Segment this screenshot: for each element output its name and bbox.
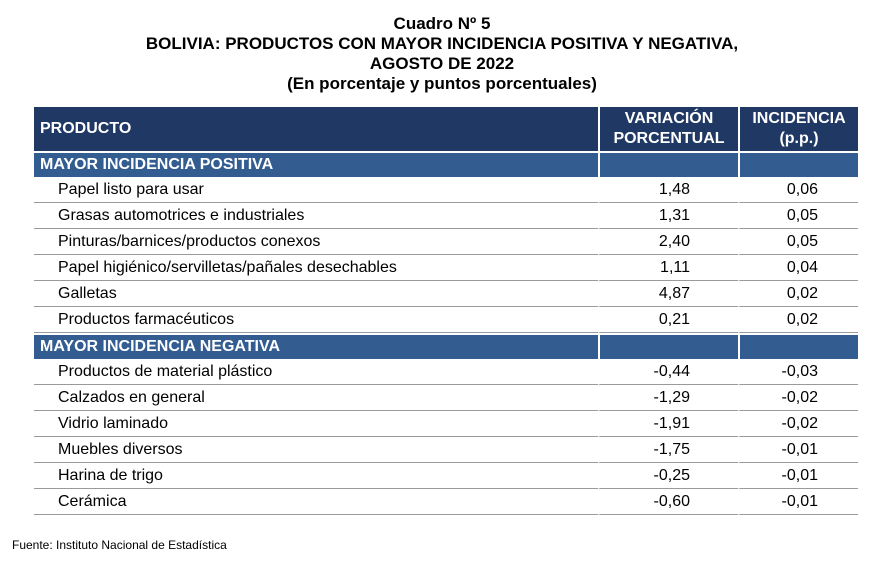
table-units: (En porcentaje y puntos porcentuales) — [287, 74, 597, 93]
cell-variacion: 2,40 — [598, 229, 738, 255]
table-row: Pinturas/barnices/productos conexos 2,40… — [34, 229, 858, 255]
cell-variacion: 0,21 — [598, 307, 738, 333]
table-row: Papel higiénico/servilletas/pañales dese… — [34, 255, 858, 281]
cell-producto: Cerámica — [34, 489, 598, 515]
cell-incidencia: 0,05 — [738, 229, 858, 255]
cell-incidencia: -0,02 — [738, 411, 858, 437]
table-title-date: AGOSTO DE 2022 — [369, 54, 515, 73]
cell-incidencia: -0,01 — [738, 437, 858, 463]
header-incidencia-line1: INCIDENCIA — [752, 110, 846, 127]
cell-producto: Galletas — [34, 281, 598, 307]
cell-producto: Pinturas/barnices/productos conexos — [34, 229, 598, 255]
cell-variacion: -1,91 — [598, 411, 738, 437]
section-negative-row: MAYOR INCIDENCIA NEGATIVA — [34, 333, 858, 359]
cell-variacion: -1,29 — [598, 385, 738, 411]
cell-variacion: 4,87 — [598, 281, 738, 307]
cell-variacion: 1,48 — [598, 177, 738, 203]
cell-incidencia: -0,01 — [738, 489, 858, 515]
header-variacion-line1: VARIACIÓN — [624, 110, 714, 127]
table-row: Grasas automotrices e industriales 1,31 … — [34, 203, 858, 229]
cell-producto: Vidrio laminado — [34, 411, 598, 437]
cell-incidencia: -0,02 — [738, 385, 858, 411]
section-label: MAYOR INCIDENCIA POSITIVA — [34, 151, 598, 177]
table-number: Cuadro Nº 5 — [393, 14, 491, 33]
header-producto: PRODUCTO — [34, 107, 598, 151]
cell-producto: Productos farmacéuticos — [34, 307, 598, 333]
header-variacion: VARIACIÓN PORCENTUAL — [598, 107, 738, 151]
cell-incidencia: 0,04 — [738, 255, 858, 281]
cell-incidencia: 0,05 — [738, 203, 858, 229]
table-title: BOLIVIA: PRODUCTOS CON MAYOR INCIDENCIA … — [145, 34, 739, 53]
cell-producto: Muebles diversos — [34, 437, 598, 463]
cell-incidencia: 0,02 — [738, 307, 858, 333]
cell-producto: Papel listo para usar — [34, 177, 598, 203]
table-row: Papel listo para usar 1,48 0,06 — [34, 177, 858, 203]
cell-incidencia: 0,02 — [738, 281, 858, 307]
table-row: Productos farmacéuticos 0,21 0,02 — [34, 307, 858, 333]
table-row: Cerámica -0,60 -0,01 — [34, 489, 858, 515]
cell-variacion: -0,60 — [598, 489, 738, 515]
cell-incidencia: -0,01 — [738, 463, 858, 489]
header-variacion-line2: PORCENTUAL — [613, 130, 725, 147]
cell-variacion: 1,31 — [598, 203, 738, 229]
table-row: Muebles diversos -1,75 -0,01 — [34, 437, 858, 463]
source-note: Fuente: Instituto Nacional de Estadístic… — [12, 538, 227, 552]
cell-producto: Grasas automotrices e industriales — [34, 203, 598, 229]
cell-producto: Harina de trigo — [34, 463, 598, 489]
cell-variacion: -1,75 — [598, 437, 738, 463]
header-incidencia: INCIDENCIA (p.p.) — [738, 107, 858, 151]
table-row: Productos de material plástico -0,44 -0,… — [34, 359, 858, 385]
data-table: PRODUCTO VARIACIÓN PORCENTUAL INCIDENCIA… — [34, 107, 858, 515]
table-row: Galletas 4,87 0,02 — [34, 281, 858, 307]
header-row: PRODUCTO VARIACIÓN PORCENTUAL INCIDENCIA… — [34, 107, 858, 151]
cell-incidencia: -0,03 — [738, 359, 858, 385]
table-row: Calzados en general -1,29 -0,02 — [34, 385, 858, 411]
header-incidencia-line2: (p.p.) — [779, 130, 819, 147]
section-positive-row: MAYOR INCIDENCIA POSITIVA — [34, 151, 858, 177]
cell-producto: Productos de material plástico — [34, 359, 598, 385]
cell-variacion: -0,25 — [598, 463, 738, 489]
table-row: Harina de trigo -0,25 -0,01 — [34, 463, 858, 489]
cell-incidencia: 0,06 — [738, 177, 858, 203]
section-label: MAYOR INCIDENCIA NEGATIVA — [34, 333, 598, 359]
cell-producto: Calzados en general — [34, 385, 598, 411]
table-title-block: Cuadro Nº 5 BOLIVIA: PRODUCTOS CON MAYOR… — [0, 14, 884, 94]
cell-variacion: -0,44 — [598, 359, 738, 385]
cell-variacion: 1,11 — [598, 255, 738, 281]
table-row: Vidrio laminado -1,91 -0,02 — [34, 411, 858, 437]
cell-producto: Papel higiénico/servilletas/pañales dese… — [34, 255, 598, 281]
